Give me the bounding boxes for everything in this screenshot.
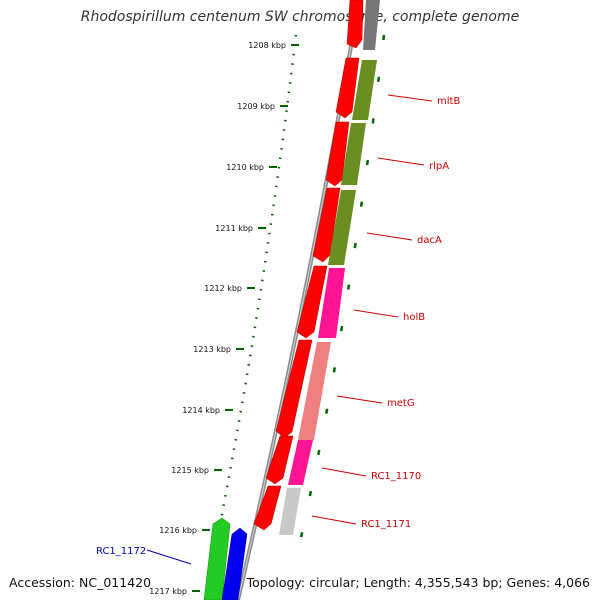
gene-rc1-1172-green[interactable] (203, 517, 231, 600)
gene-label-leader (377, 157, 425, 166)
gene-label[interactable]: RC1_1172 (96, 546, 146, 557)
gene-label-leader (321, 467, 367, 477)
gene-label-leader (311, 515, 357, 525)
cds-segment-2[interactable] (335, 57, 360, 119)
category-seg-2[interactable] (352, 60, 377, 120)
cds-segment-4[interactable] (312, 187, 341, 263)
summary-text: Topology: circular; Length: 4,355,543 bp… (246, 575, 590, 590)
cds-segment-1[interactable] (346, 0, 364, 49)
gene-label-leader (336, 395, 383, 404)
category-seg-5[interactable] (318, 268, 345, 338)
cds-segment-5[interactable] (296, 265, 328, 339)
scale-tick-label: 1216 kbp (159, 526, 197, 535)
scale-tick-label: 1215 kbp (171, 466, 209, 475)
gene-label[interactable]: holB (403, 312, 425, 323)
gene-label[interactable]: metG (387, 398, 415, 409)
gene-blue[interactable] (221, 527, 248, 600)
category-seg-8[interactable] (279, 488, 301, 535)
cds-segment-7[interactable] (265, 435, 294, 485)
scale-tick-label: 1214 kbp (182, 406, 220, 415)
gene-label[interactable]: dacA (417, 235, 442, 246)
category-seg-4[interactable] (328, 190, 356, 265)
accession-text: Accession: NC_011420 (9, 575, 152, 590)
scale-tick-label: 1217 kbp (149, 587, 187, 596)
gene-label[interactable]: mltB (437, 96, 460, 107)
category-seg-7[interactable] (288, 440, 313, 485)
cds-segment-3[interactable] (325, 121, 350, 187)
gene-label[interactable]: RC1_1171 (361, 519, 411, 530)
gene-label[interactable]: rlpA (429, 161, 449, 172)
map-title: Rhodospirillum centenum SW chromosome, c… (80, 9, 520, 25)
gene-label-leader (366, 232, 413, 241)
right-strand-guide (294, 34, 386, 561)
scale-tick-label: 1210 kbp (226, 163, 264, 172)
scale-tick-label: 1212 kbp (204, 284, 242, 293)
cds-segment-6[interactable] (275, 339, 313, 439)
scale-ticks: 1208 kbp 1209 kbp 1210 kbp 1211 kbp 1212 kbp… (149, 41, 299, 596)
scale-tick-label: 1211 kbp (215, 224, 253, 233)
scale-tick-label: 1213 kbp (193, 345, 231, 354)
scale-dotted-line (204, 34, 298, 596)
gene-label[interactable]: RC1_1170 (371, 471, 421, 482)
cds-segment-8[interactable] (253, 485, 282, 531)
gene-label-leader (353, 309, 399, 318)
scale-tick-label: 1208 kbp (248, 41, 286, 50)
gene-labels: mltB rlpA dacA holB metG RC1_1170 RC1_1171 RC1_… (96, 94, 460, 565)
gene-label-leader (387, 94, 433, 102)
gene-features (203, 0, 380, 600)
category-seg-3[interactable] (341, 123, 366, 185)
category-seg-6[interactable] (298, 342, 331, 440)
scale-tick-label: 1209 kbp (237, 102, 275, 111)
category-seg-1[interactable] (363, 0, 380, 50)
gene-label-leader (146, 549, 192, 565)
